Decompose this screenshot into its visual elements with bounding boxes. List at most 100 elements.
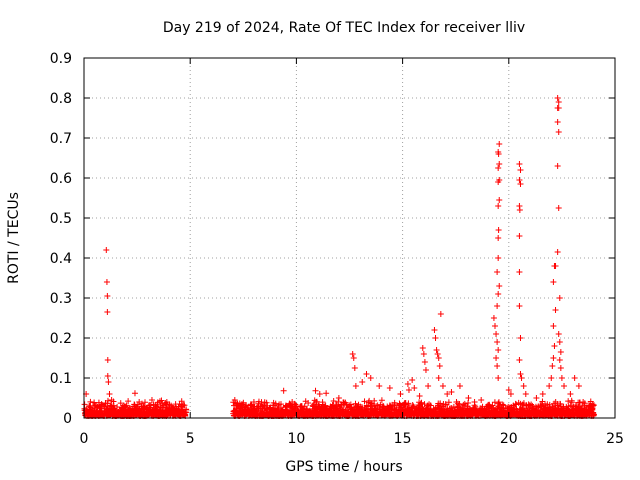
data-point: [456, 383, 463, 389]
data-point: [495, 149, 502, 155]
data-point: [420, 351, 427, 357]
y-tick-label: 0.9: [50, 51, 72, 67]
data-point: [495, 375, 502, 381]
x-tick-label: 20: [500, 431, 518, 447]
data-point: [554, 163, 561, 169]
data-point: [444, 391, 451, 397]
y-tick-label: 0.2: [50, 331, 72, 347]
data-point: [496, 177, 503, 183]
data-point: [131, 390, 138, 397]
data-point: [554, 249, 561, 255]
data-point: [555, 99, 562, 105]
data-point: [404, 381, 411, 387]
y-tick-label: 0.8: [50, 91, 72, 107]
data-point: [517, 335, 524, 341]
data-point: [556, 339, 563, 345]
data-point: [250, 399, 257, 405]
data-point: [437, 311, 444, 317]
data-point: [516, 357, 523, 363]
noise-point: [87, 398, 94, 405]
data-point: [550, 355, 557, 361]
noise-point: [181, 402, 188, 409]
data-point: [349, 351, 356, 357]
data-point: [533, 395, 540, 401]
data-point: [376, 383, 383, 389]
data-point: [435, 355, 442, 361]
noise-point: [405, 400, 412, 407]
data-point: [495, 347, 502, 353]
data-point: [558, 375, 565, 381]
noise-point: [589, 406, 596, 413]
grid-lines: [84, 58, 615, 418]
noise-point: [456, 401, 463, 408]
data-point: [493, 355, 500, 361]
data-point: [555, 129, 562, 135]
noise-point: [391, 402, 398, 409]
noise-point: [378, 397, 385, 404]
data-point: [575, 383, 582, 389]
data-point: [323, 390, 330, 397]
data-point: [496, 197, 503, 203]
data-point: [517, 167, 524, 173]
noise-point: [313, 398, 320, 405]
data-point: [549, 363, 556, 369]
dense-point-bands: [81, 397, 597, 419]
noise-point: [269, 404, 276, 411]
noise-point: [445, 399, 452, 406]
data-point: [554, 119, 561, 125]
data-point: [87, 407, 94, 413]
data-point: [505, 387, 512, 393]
data-point: [495, 291, 502, 297]
data-point: [231, 397, 238, 403]
data-point: [435, 375, 442, 381]
data-point: [491, 323, 498, 329]
data-point: [555, 105, 562, 111]
data-point: [516, 207, 523, 213]
data-point: [405, 387, 412, 393]
noise-point: [142, 399, 149, 406]
data-point: [104, 309, 111, 315]
data-point: [439, 383, 446, 389]
data-point: [434, 351, 441, 357]
data-point: [556, 357, 563, 363]
data-point: [555, 331, 562, 337]
noise-point: [104, 397, 111, 404]
data-point: [436, 363, 443, 369]
data-point: [495, 255, 502, 261]
data-point: [494, 339, 501, 345]
data-point: [588, 403, 595, 409]
data-point: [517, 181, 524, 187]
noise-point: [590, 411, 597, 418]
x-tick-label: 25: [606, 431, 624, 447]
plot-frame: [83, 57, 616, 419]
data-point: [104, 373, 111, 379]
y-axis-label: ROTI / TECUs: [6, 192, 22, 284]
y-tick-label: 0.5: [50, 211, 72, 227]
data-point: [335, 395, 342, 401]
data-point: [448, 389, 455, 395]
data-point: [551, 343, 558, 349]
noise-point: [114, 403, 121, 410]
data-point: [316, 391, 323, 397]
noise-point: [427, 402, 434, 409]
noise-point: [238, 401, 245, 408]
noise-point: [330, 398, 337, 405]
noise-point: [576, 399, 583, 406]
data-point: [103, 279, 110, 285]
data-point: [571, 375, 578, 381]
data-point: [386, 385, 393, 391]
data-point: [293, 403, 300, 409]
data-point: [105, 379, 112, 385]
data-point: [539, 391, 546, 397]
noise-point: [305, 399, 312, 406]
noise-point: [442, 401, 449, 408]
x-tick-label: 5: [186, 431, 195, 447]
y-tick-label: 0.6: [50, 171, 72, 187]
data-point: [496, 283, 503, 289]
data-point: [495, 235, 502, 241]
noise-point: [183, 406, 190, 413]
data-point: [550, 279, 557, 285]
data-point: [561, 383, 568, 389]
data-point: [106, 391, 113, 397]
